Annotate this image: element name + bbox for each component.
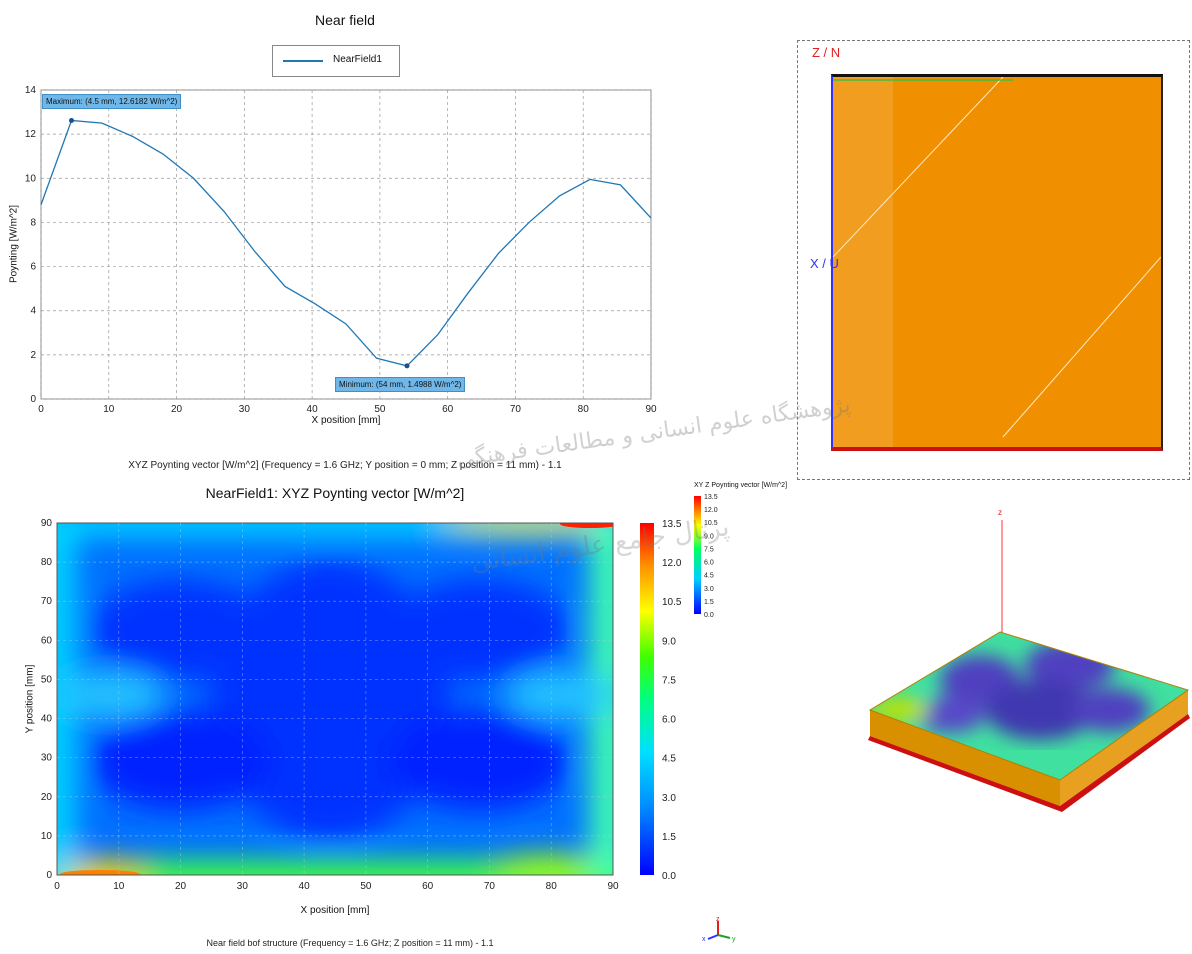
x-tick-label: 80	[578, 404, 590, 415]
legend-3d-tick: 3.0	[704, 586, 714, 593]
x-tick-label: 90	[645, 404, 657, 415]
heatmap-x-tick: 10	[113, 881, 125, 892]
y-tick-label: 0	[30, 394, 36, 405]
series-line-nearfield1	[40, 119, 652, 367]
heatmap-y-tick: 80	[41, 557, 53, 568]
x-tick-label: 10	[103, 404, 115, 415]
heatmap-x-tick: 50	[360, 881, 372, 892]
heatmap-x-label: X position [mm]	[300, 905, 370, 916]
legend-3d-tick: 13.5	[704, 494, 718, 501]
legend-3d-tick: 0.0	[704, 612, 714, 619]
x-tick-label: 0	[38, 404, 44, 415]
y-tick-label: 8	[30, 217, 36, 228]
x-tick-label: 20	[171, 404, 183, 415]
heatmap-x-tick: 80	[546, 881, 558, 892]
heatmap-x-tick: 30	[237, 881, 249, 892]
top-axis-z-label: Z / N	[812, 45, 841, 60]
heatmap-y-tick: 40	[41, 714, 53, 725]
triad-y-label: y	[732, 936, 736, 943]
extremum-point	[69, 117, 74, 123]
legend-3d-tick: 9.0	[704, 533, 714, 540]
legend-3d-tick: 12.0	[704, 507, 718, 514]
legend-3d-tick: 1.5	[704, 599, 714, 606]
z-axis-3d-label: z	[998, 508, 1002, 517]
triad-x-label: x	[702, 936, 706, 943]
board-side-face	[1060, 690, 1188, 806]
y-tick-label: 2	[30, 350, 36, 361]
legend-3d-tick: 7.5	[704, 546, 714, 553]
line-chart-title: Near field	[315, 12, 375, 28]
top-view-frame: Z / N X / U	[797, 40, 1190, 480]
heatmap-y-tick: 60	[41, 635, 53, 646]
legend-3d-tick: 4.5	[704, 573, 714, 580]
heatmap-caption: Near field bof structure (Frequency = 1.…	[206, 938, 494, 948]
colorbar-tick: 10.5	[662, 597, 682, 608]
y-axis-label: Poynting [W/m^2]	[8, 204, 20, 284]
x-tick-label: 60	[442, 404, 454, 415]
colorbar-tick: 6.0	[662, 715, 676, 726]
heatmap-x-tick: 70	[484, 881, 496, 892]
colorbar	[640, 523, 654, 875]
board-top-view	[831, 74, 1163, 451]
colorbar-tick: 9.0	[662, 636, 676, 647]
line-chart-caption: XYZ Poynting vector [W/m^2] (Frequency =…	[128, 460, 562, 471]
heatmap-y-label: Y position [mm]	[24, 664, 36, 734]
heatmap-chart: 0 10 20 30 40 50 60 70 80 90 0 10 20 30 40 50 60 70 80 90 0…	[41, 518, 682, 892]
max-annotation: Maximum: (4.5 mm, 12.6182 W/m^2)	[42, 94, 182, 109]
colorbar-tick: 13.5	[662, 519, 682, 530]
y-tick-label: 6	[30, 262, 36, 273]
extremum-point	[404, 363, 410, 369]
triad-z-label: z	[716, 916, 720, 923]
colorbar-tick: 4.5	[662, 754, 676, 765]
x-tick-label: 30	[239, 404, 251, 415]
top-view-traces	[833, 77, 1161, 438]
heatmap-x-tick: 90	[607, 881, 619, 892]
heatmap-field	[57, 523, 613, 875]
heatmap-y-tick: 0	[46, 870, 52, 881]
legend-3d-tick: 10.5	[704, 520, 718, 527]
legend-line-swatch	[283, 60, 323, 62]
board-3d-view: z	[868, 508, 1190, 812]
legend-series-name: NearField1	[333, 54, 382, 65]
line-chart: 0 10 20 30 40 50 60 70 80 90 0 2 4 6 8 10 12 14	[25, 85, 657, 415]
heatmap-y-tick: 70	[41, 596, 53, 607]
line-chart-legend: NearField1	[272, 45, 400, 77]
top-axis-x-label: X / U	[810, 256, 839, 271]
y-tick-label: 12	[25, 129, 37, 140]
axis-triad: z x y	[702, 916, 736, 943]
x-tick-label: 40	[307, 404, 319, 415]
colorbar-tick: 0.0	[662, 871, 676, 882]
heatmap-x-tick: 40	[299, 881, 311, 892]
heatmap-y-tick: 50	[41, 674, 53, 685]
x-tick-label: 70	[510, 404, 522, 415]
x-axis-label: X position [mm]	[311, 415, 381, 426]
y-tick-label: 14	[25, 85, 37, 96]
legend-3d: 13.5 12.0 10.5 9.0 7.5 6.0 4.5 3.0 1.5 0.0	[694, 494, 718, 619]
colorbar-tick: 7.5	[662, 675, 676, 686]
min-annotation: Minimum: (54 mm, 1.4988 W/m^2)	[335, 377, 466, 392]
heatmap-x-tick: 20	[175, 881, 187, 892]
colorbar-tick: 3.0	[662, 793, 676, 804]
heatmap-y-tick: 30	[41, 753, 53, 764]
colorbar-tick: 1.5	[662, 832, 676, 843]
top-view-highlight	[833, 77, 893, 447]
heatmap-y-tick: 90	[41, 518, 53, 529]
heatmap-title: NearField1: XYZ Poynting vector [W/m^2]	[205, 485, 465, 501]
y-tick-label: 10	[25, 173, 37, 184]
legend-3d-tick: 6.0	[704, 560, 714, 567]
colorbar-tick: 12.0	[662, 558, 682, 569]
legend-3d-title: XY Z Poynting vector [W/m^2]	[694, 482, 788, 489]
heatmap-y-tick: 20	[41, 792, 53, 803]
heatmap-x-tick: 60	[422, 881, 434, 892]
x-tick-label: 50	[374, 404, 386, 415]
y-tick-label: 4	[30, 306, 36, 317]
heatmap-y-tick: 10	[41, 831, 53, 842]
board-front-face	[870, 710, 1060, 806]
heatmap-x-tick: 0	[54, 881, 60, 892]
